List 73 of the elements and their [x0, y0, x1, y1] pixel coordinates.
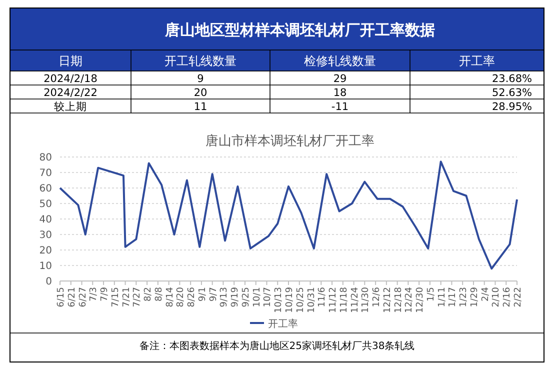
category-label: 检修轧线数量 [304, 54, 376, 68]
x-tick-label: 12/6 [372, 286, 382, 308]
x-tick-label: 1/29 [470, 286, 480, 308]
x-tick-label: 8/14 [165, 286, 176, 308]
category-label: 开工率 [459, 54, 495, 68]
text: 18 [333, 87, 347, 99]
x-tick-label: 6/15 [56, 287, 66, 308]
x-tick-label: 12/24 [404, 286, 415, 313]
text: 唐山地区型材样本调坯轧材厂开工率数据 [164, 21, 435, 39]
x-tick-label: 12/12 [382, 287, 393, 313]
x-tick-label: 11/6 [318, 286, 328, 308]
text: 备注：本图表数据样本为唐山地区25家调坯轧材厂共38条轧线 [139, 340, 415, 352]
y-tick-label: 0 [46, 276, 52, 288]
line-series [59, 160, 518, 270]
x-tick-label: 11/12 [328, 287, 339, 313]
x-tick-label: 7/27 [132, 287, 143, 308]
y-tick-label: 30 [39, 230, 52, 241]
x-tick-label: 9/25 [241, 287, 252, 308]
text: 28.95% [492, 101, 532, 113]
text: 较上期 [54, 101, 87, 113]
y-tick-label: 80 [39, 152, 52, 164]
x-tick-label: 7/3 [89, 287, 100, 302]
x-tick-label: 10/31 [306, 287, 317, 313]
x-tick-label: 11/30 [361, 286, 372, 313]
category-label: 日期 [58, 54, 82, 68]
x-tick-label: 1/11 [437, 287, 448, 308]
x-tick-label: 10/25 [296, 287, 306, 313]
x-tick-label: 10/7 [263, 287, 274, 308]
text: 2024/2/18 [44, 73, 98, 85]
x-tick-label: 9/7 [208, 287, 219, 302]
x-tick-label: 2/16 [502, 286, 513, 308]
x-tick-label: 8/26 [187, 286, 198, 308]
x-tick-label: 7/9 [100, 286, 110, 302]
x-tick-label: 6/27 [78, 287, 88, 308]
legend-label: 开工率 [268, 318, 298, 330]
x-tick-label: 10/19 [285, 286, 295, 313]
x-tick-label: 2/4 [480, 286, 491, 302]
text: 52.63% [492, 87, 532, 99]
x-tick-label: 8/2 [144, 287, 154, 302]
text: 20 [194, 87, 208, 99]
y-tick-label: 60 [39, 184, 52, 194]
y-tick-label: 40 [39, 214, 52, 226]
x-tick-label: 11/24 [350, 286, 360, 313]
y-tick-label: 20 [39, 246, 52, 256]
text: -11 [331, 101, 349, 113]
text: 2024/2/22 [44, 87, 98, 99]
x-tick-label: 12/30 [416, 286, 426, 313]
x-tick-label: 9/13 [220, 287, 230, 308]
y-tick-label: 50 [39, 199, 52, 210]
x-tick-label: 11/18 [339, 286, 350, 313]
text: 23.68% [492, 73, 532, 85]
x-tick-label: 2/10 [492, 286, 502, 308]
chart-title: 唐山市样本调坯轧材厂开工率 [206, 133, 374, 149]
x-tick-label: 8/20 [176, 286, 186, 308]
x-tick-label: 9/1 [198, 287, 208, 302]
x-tick-label: 10/13 [274, 287, 284, 313]
category-label: 开工轧线数量 [164, 54, 236, 68]
x-tick-label: 12/18 [394, 286, 404, 313]
y-tick-label: 70 [39, 168, 52, 179]
y-tick-label: 10 [39, 261, 52, 272]
x-tick-label: 2/22 [514, 287, 524, 308]
text: 11 [194, 101, 208, 113]
x-tick-label: 1/17 [448, 287, 458, 308]
text: 29 [333, 73, 347, 85]
x-tick-label: 8/8 [154, 286, 164, 302]
text: 9 [197, 73, 204, 85]
x-tick-label: 6/21 [67, 287, 78, 308]
x-tick-label: 7/15 [110, 287, 121, 308]
x-tick-label: 1/5 [426, 287, 436, 302]
x-tick-label: 10/1 [252, 287, 262, 308]
x-tick-label: 1/23 [459, 287, 470, 308]
x-tick-label: 9/19 [230, 286, 241, 308]
x-tick-label: 7/21 [122, 287, 132, 308]
